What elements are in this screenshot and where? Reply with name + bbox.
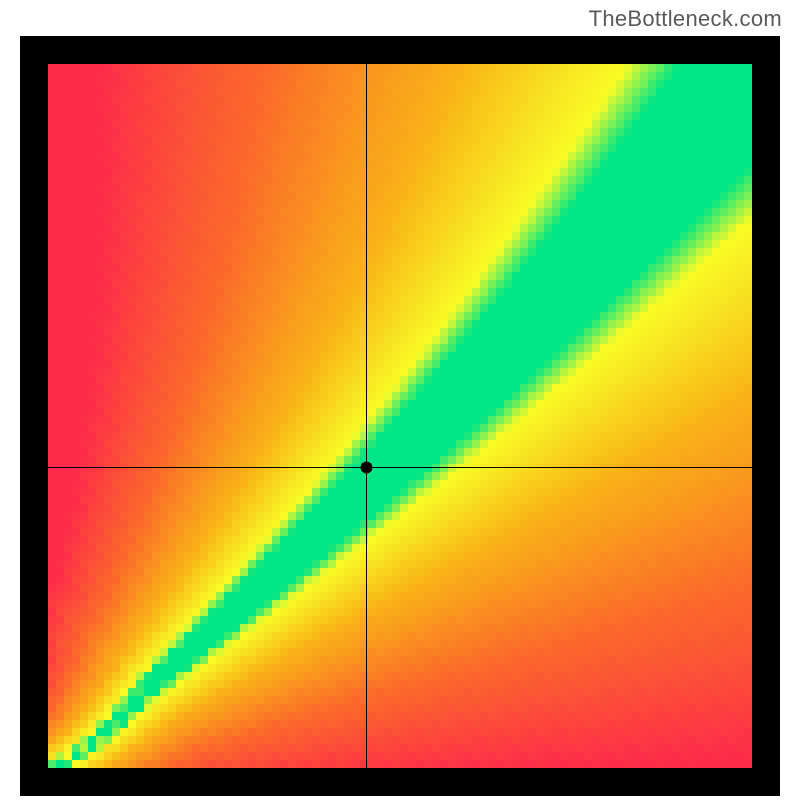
watermark-text: TheBottleneck.com	[589, 6, 782, 32]
plot-frame	[20, 36, 780, 796]
crosshair-overlay	[48, 64, 752, 768]
